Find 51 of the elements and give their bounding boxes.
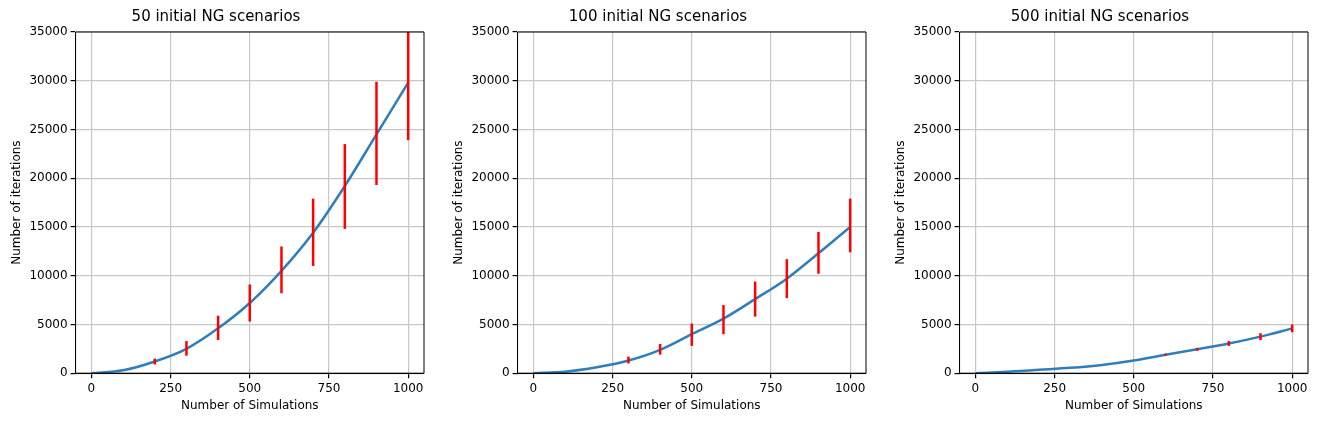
line-series [532,225,852,374]
x-tick-label: 500 [238,380,262,395]
y-tick-label: 10000 [29,267,68,282]
y-axis-title: Number of iterations [451,140,466,265]
x-axis-title: Number of Simulations [623,397,761,412]
y-tick-label: 30000 [29,72,68,87]
y-tick-label: 0 [501,365,510,380]
y-axis-title: Number of iterations [893,140,908,265]
x-tick-label: 750 [1201,380,1225,395]
line-series [90,81,410,374]
y-tick-label: 25000 [913,121,952,136]
x-tick-label: 0 [529,380,538,395]
y-tick-label: 0 [943,365,952,380]
y-tick-label: 30000 [471,72,510,87]
y-tick-label: 5000 [479,316,510,331]
x-tick-label: 250 [601,380,625,395]
y-tick-label: 25000 [471,121,510,136]
y-tick-label: 20000 [29,170,68,185]
y-tick-label: 5000 [921,316,952,331]
y-tick-label: 10000 [471,267,510,282]
y-tick-label: 35000 [29,24,68,39]
chart-title: 100 initial NG scenarios [568,6,748,25]
x-tick-label: 250 [1043,380,1067,395]
y-tick-label: 15000 [29,219,68,234]
x-tick-label: 1000 [1276,380,1308,395]
x-tick-label: 750 [759,380,783,395]
x-tick-label: 0 [971,380,980,395]
y-tick-label: 0 [59,365,68,380]
y-tick-label: 15000 [471,219,510,234]
x-tick-label: 250 [159,380,183,395]
chart-title: 500 initial NG scenarios [1010,6,1190,25]
y-tick-label: 10000 [913,267,952,282]
x-tick-label: 500 [1122,380,1146,395]
x-tick-label: 1000 [834,380,866,395]
x-tick-label: 750 [317,380,341,395]
y-tick-label: 25000 [29,121,68,136]
x-tick-label: 500 [680,380,704,395]
y-tick-label: 35000 [913,24,952,39]
chart-title: 50 initial NG scenarios [131,6,301,25]
x-tick-label: 0 [87,380,96,395]
y-tick-label: 15000 [913,219,952,234]
y-tick-label: 30000 [913,72,952,87]
x-axis-title: Number of Simulations [181,397,319,412]
y-tick-label: 35000 [471,24,510,39]
y-tick-label: 5000 [37,316,68,331]
y-axis-title: Number of iterations [9,140,24,265]
line-series [974,327,1294,374]
x-axis-title: Number of Simulations [1065,397,1203,412]
x-tick-label: 1000 [392,380,424,395]
y-tick-label: 20000 [471,170,510,185]
y-tick-label: 20000 [913,170,952,185]
